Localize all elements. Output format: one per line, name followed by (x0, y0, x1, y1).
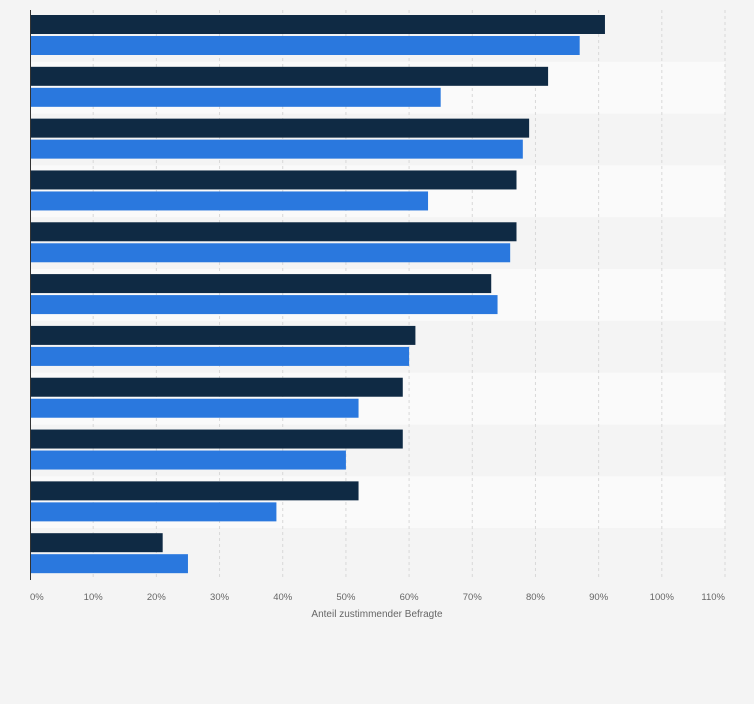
bar[interactable] (30, 481, 359, 501)
bar[interactable] (30, 429, 403, 449)
bars (30, 15, 605, 574)
bar[interactable] (30, 554, 188, 574)
x-tick-label: 90% (589, 592, 609, 603)
x-axis-label: Anteil zustimmender Befragte (311, 609, 443, 620)
bar[interactable] (30, 295, 498, 315)
x-tick-label: 30% (210, 592, 230, 603)
x-tick-label: 0% (30, 592, 44, 603)
x-tick-label: 20% (147, 592, 167, 603)
bar[interactable] (30, 118, 530, 138)
x-tick-label: 10% (84, 592, 104, 603)
bar[interactable] (30, 66, 549, 86)
bar[interactable] (30, 15, 605, 34)
bar[interactable] (30, 533, 163, 553)
x-tick-label: 40% (273, 592, 293, 603)
bar[interactable] (30, 139, 523, 159)
bar[interactable] (30, 191, 429, 211)
x-tick-label: 110% (701, 592, 725, 603)
bar[interactable] (30, 274, 492, 294)
x-tick-label: 60% (400, 592, 420, 603)
x-tick-label: 80% (526, 592, 546, 603)
x-tick-label: 70% (463, 592, 483, 603)
bar[interactable] (30, 377, 403, 397)
bar[interactable] (30, 36, 580, 55)
bar[interactable] (30, 87, 441, 107)
bar[interactable] (30, 170, 517, 190)
bar[interactable] (30, 450, 346, 470)
x-tick-labels: 0% 10% 20% 30% 40% 50% 60% 70% 80% 90% 100% 110% (30, 592, 726, 603)
bar[interactable] (30, 398, 359, 418)
bar[interactable] (30, 243, 511, 263)
bar[interactable] (30, 325, 416, 345)
bar[interactable] (30, 222, 517, 242)
x-tick-label: 50% (336, 592, 356, 603)
bar[interactable] (30, 346, 410, 366)
x-tick-label: 100% (650, 592, 675, 603)
bar[interactable] (30, 502, 277, 522)
